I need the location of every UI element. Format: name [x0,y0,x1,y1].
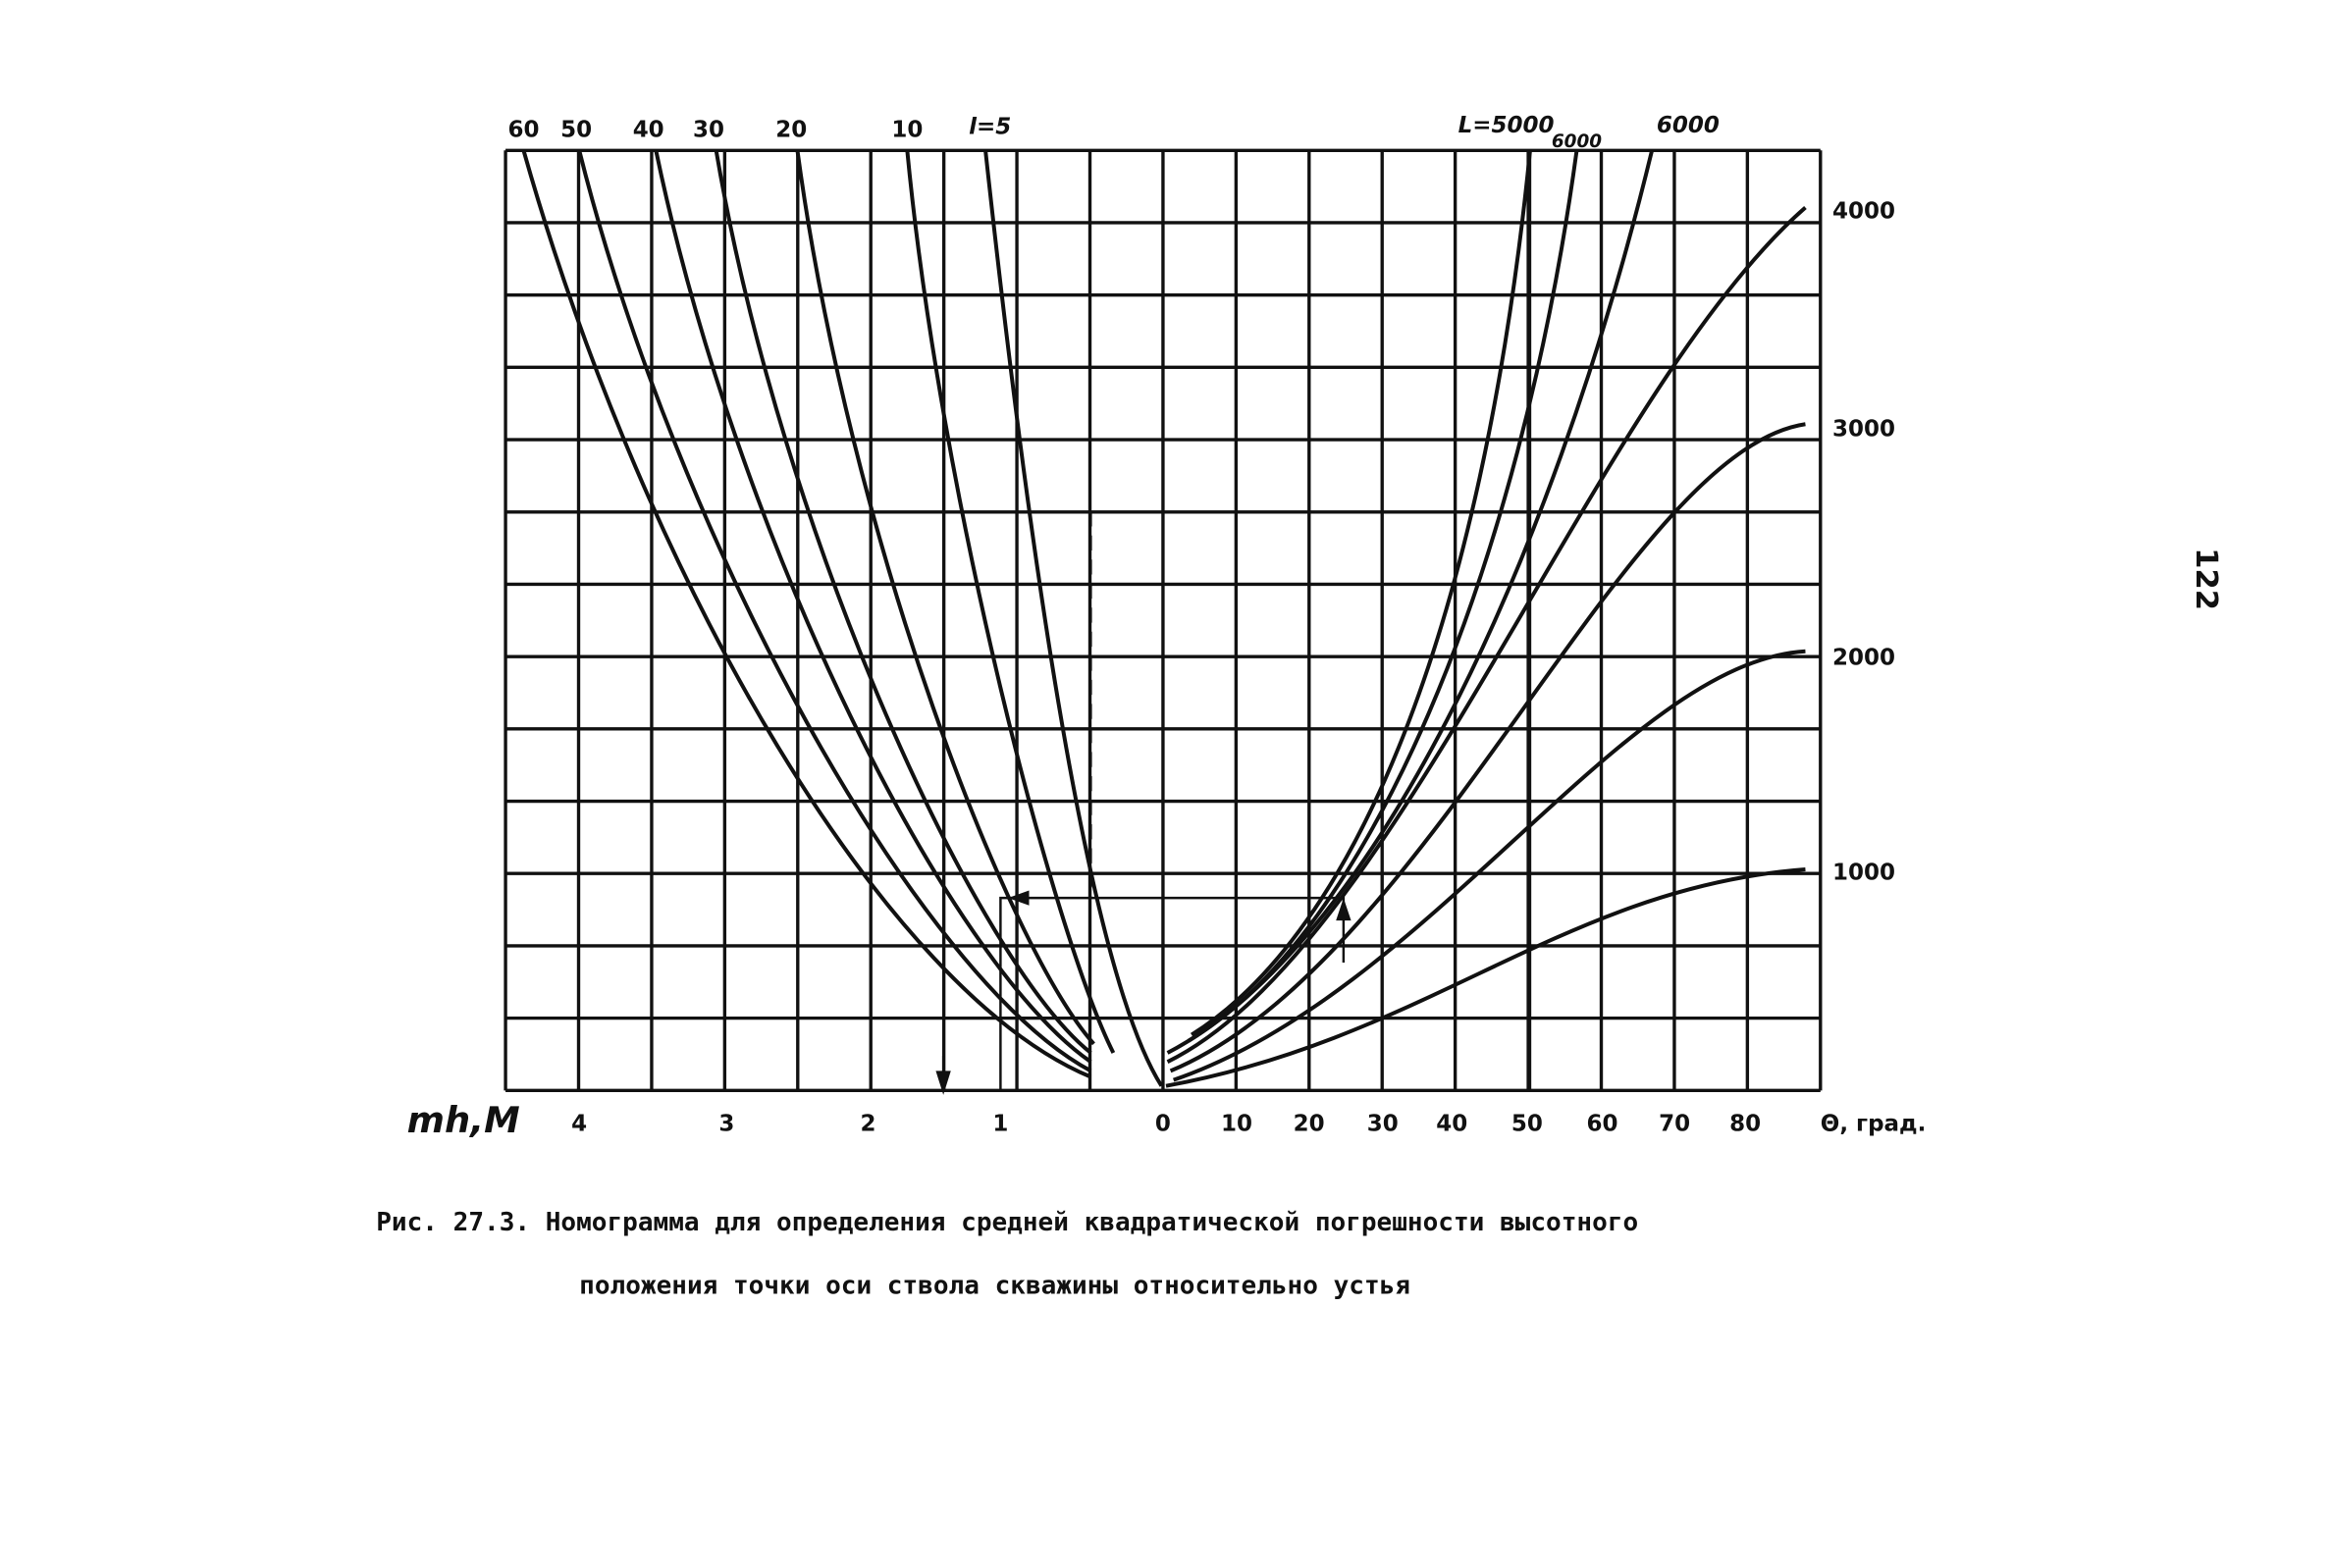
curve [654,149,1092,1064]
curve [577,149,1092,1073]
curve-label: 3000 [1832,417,1895,443]
curve [714,149,1092,1055]
arrow-head [1336,898,1352,921]
curve-label: 20 [775,117,807,142]
curve-label: 50 [560,117,592,142]
tick-label: 40 [1436,1112,1467,1137]
right-labels: 4000 3000 2000 1000 [1832,198,1895,885]
curve-label: l=5 [969,114,1011,139]
curve-label: 30 [693,117,724,142]
curve [1166,206,1807,1064]
tick-label: 2 [860,1112,875,1137]
guide-line [999,896,1346,1091]
curve [521,149,1092,1079]
tick-label: 10 [1221,1112,1252,1137]
curve-label: 2000 [1832,646,1895,671]
arrow-head [1008,890,1030,906]
curve [1190,150,1532,1037]
bottom-labels: mh,M 4 3 2 1 0 10 20 30 40 50 60 70 80 Θ… [407,1099,1927,1141]
curve [983,150,1164,1087]
top-labels: 60 50 40 30 20 10 l=5 L=5000 6000 6000 [507,113,1719,152]
tick-label: 70 [1659,1112,1690,1137]
curve [795,150,1095,1046]
tick-label: 4 [571,1112,587,1137]
curve-label: 40 [633,117,664,142]
curve-label: 6000 [1657,113,1720,138]
tick-label: 0 [1155,1112,1171,1137]
curve-label: 6000 [1552,131,1602,152]
tick-label: 3 [718,1112,734,1137]
axis-title: Θ, град. [1821,1112,1927,1137]
construction-lines [935,150,1532,1095]
curve-label: 60 [507,117,539,142]
curve [1165,867,1806,1088]
curve [1169,422,1806,1073]
curve [1166,149,1655,1055]
tick-label: 1 [992,1112,1008,1137]
curve-label: 1000 [1832,861,1895,886]
curve-label: 4000 [1832,198,1895,224]
curve [905,150,1116,1054]
caption-line: Рис. 27.3. Номограмма для определения ср… [376,1208,1638,1237]
right-curves [1165,149,1807,1088]
axis-title: mh,M [407,1099,520,1141]
grid [504,148,1823,1093]
left-curves [521,149,1164,1087]
curve-label: 10 [891,117,923,142]
tick-label: 50 [1511,1112,1543,1137]
curve [1173,649,1806,1082]
tick-label: 80 [1729,1112,1761,1137]
caption-line: положения точки оси ствола скважины отно… [579,1271,1410,1300]
tick-label: 30 [1367,1112,1399,1137]
tick-label: 60 [1587,1112,1618,1137]
page-number: 122 [2189,548,2223,610]
curve-label: L=5000 [1458,113,1555,138]
arrow-head [935,1071,951,1095]
tick-label: 20 [1294,1112,1325,1137]
